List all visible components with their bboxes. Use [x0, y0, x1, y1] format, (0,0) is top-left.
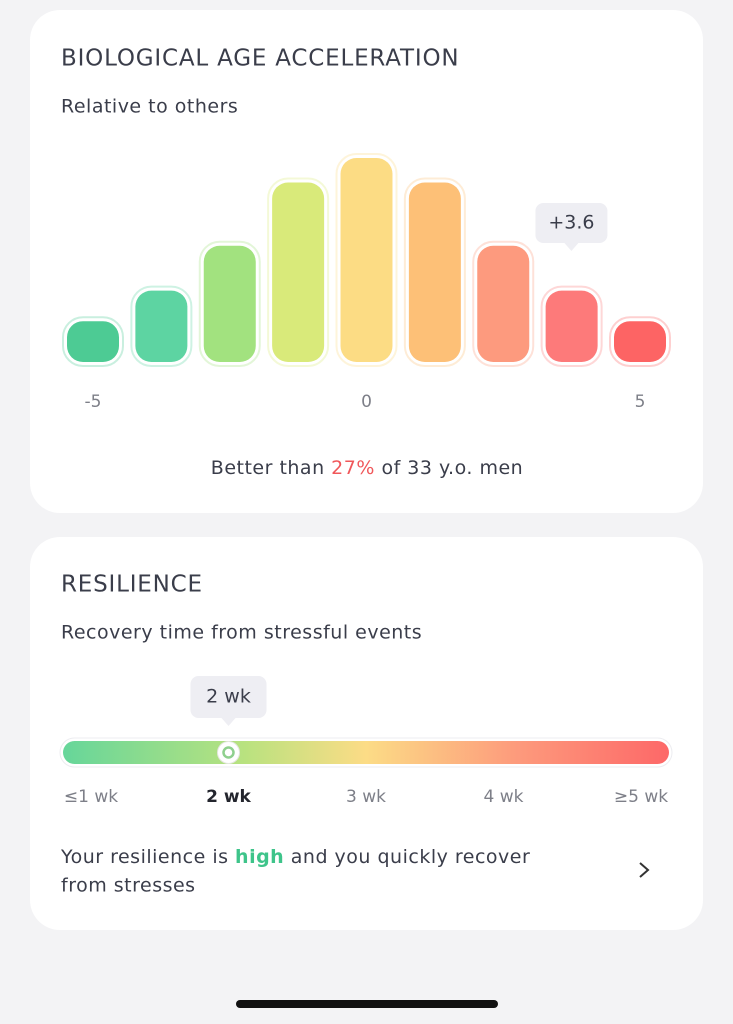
slider-track: [63, 741, 669, 764]
card-title: BIOLOGICAL AGE ACCELERATION: [61, 46, 459, 72]
bar: [408, 182, 461, 362]
message-text: and you quickly recover: [284, 846, 530, 868]
scale-label: ≤1 wk: [64, 787, 118, 807]
summary-text: Better than: [211, 457, 331, 479]
bar-halo: [335, 153, 398, 367]
value-pointer: [221, 718, 236, 726]
bar-halo: [609, 316, 671, 368]
x-tick-label: 5: [635, 392, 646, 412]
card-subtitle: Relative to others: [61, 96, 238, 118]
bar: [203, 245, 256, 362]
resilience-card[interactable]: [30, 537, 703, 930]
marker-pointer: [564, 243, 579, 251]
value-bubble: [190, 676, 267, 718]
bar: [477, 245, 530, 362]
chevron[interactable]: [639, 862, 650, 878]
bar: [545, 290, 598, 362]
scale-label: 4 wk: [484, 787, 524, 807]
message-highlight: high: [235, 846, 284, 868]
value-label: 2 wk: [206, 686, 251, 708]
bar-halo: [198, 240, 261, 367]
x-tick-label: 0: [361, 392, 372, 412]
bar: [67, 321, 119, 362]
slider-handle-dot: [222, 746, 235, 759]
message-text: Your resilience is: [60, 846, 235, 868]
summary: Better than 27% of 33 y.o. men: [211, 457, 523, 479]
summary-highlight: 27%: [331, 457, 375, 479]
home-indicator: [236, 1000, 498, 1008]
scale-label: 3 wk: [346, 787, 386, 807]
summary-text: of 33 y.o. men: [375, 457, 523, 479]
card-subtitle: Recovery time from stressful events: [61, 622, 422, 644]
bar: [614, 321, 666, 362]
bar: [340, 158, 393, 362]
x-tick-label: -5: [85, 392, 102, 412]
bar-halo: [540, 285, 603, 368]
bar-halo: [403, 177, 466, 367]
scale-label: 2 wk: [206, 787, 251, 807]
marker-label: +3.6: [548, 212, 594, 234]
bar: [135, 290, 188, 362]
scale-label: ≥5 wk: [614, 787, 668, 807]
card-title: RESILIENCE: [61, 572, 203, 598]
message: Your resilience is high and you quickly …: [60, 846, 530, 868]
marker-bubble: [535, 203, 608, 243]
message: from stresses: [61, 875, 196, 897]
bar-halo: [130, 285, 193, 368]
bar-halo: [267, 177, 330, 367]
bar-halo: [62, 316, 124, 368]
bar: [272, 182, 325, 362]
bar-halo: [472, 240, 535, 367]
